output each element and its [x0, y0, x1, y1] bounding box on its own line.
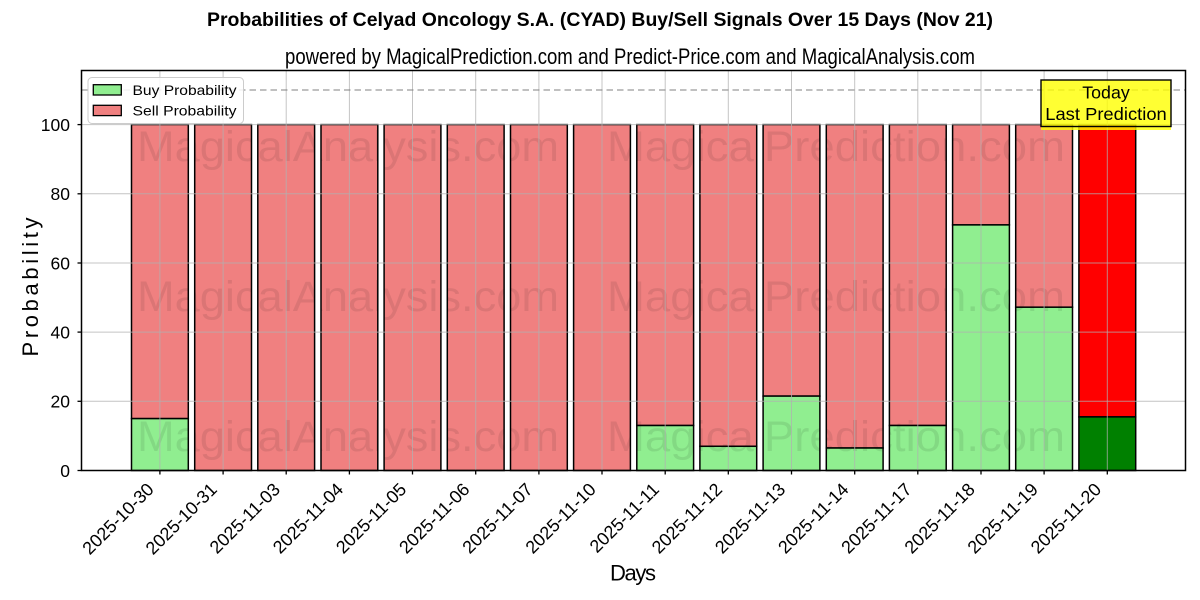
svg-text:80: 80	[51, 184, 71, 204]
svg-text:20: 20	[51, 392, 71, 412]
svg-text:MagicalPrediction.com: MagicalPrediction.com	[607, 123, 1065, 171]
svg-text:Days: Days	[610, 561, 656, 586]
svg-text:powered by MagicalPrediction.c: powered by MagicalPrediction.com and Pre…	[285, 44, 975, 69]
svg-text:40: 40	[51, 322, 71, 342]
svg-text:Today: Today	[1082, 83, 1130, 103]
svg-text:Probabilities of Celyad Oncolo: Probabilities of Celyad Oncology S.A. (C…	[207, 9, 993, 31]
svg-text:MagicalAnalysis.com: MagicalAnalysis.com	[137, 123, 559, 171]
svg-text:MagicalAnalysis.com: MagicalAnalysis.com	[137, 413, 559, 461]
svg-text:100: 100	[41, 115, 70, 135]
svg-text:MagicalPrediction.com: MagicalPrediction.com	[607, 413, 1065, 461]
svg-text:MagicalAnalysis.com: MagicalAnalysis.com	[137, 273, 559, 321]
svg-text:60: 60	[51, 253, 71, 273]
svg-text:Buy Probability: Buy Probability	[133, 82, 237, 98]
svg-text:Last Prediction: Last Prediction	[1045, 104, 1167, 124]
svg-text:Sell Probability: Sell Probability	[133, 103, 237, 119]
svg-text:0: 0	[60, 461, 70, 481]
svg-text:MagicalPrediction.com: MagicalPrediction.com	[607, 273, 1065, 321]
svg-text:Probability: Probability	[18, 218, 43, 357]
